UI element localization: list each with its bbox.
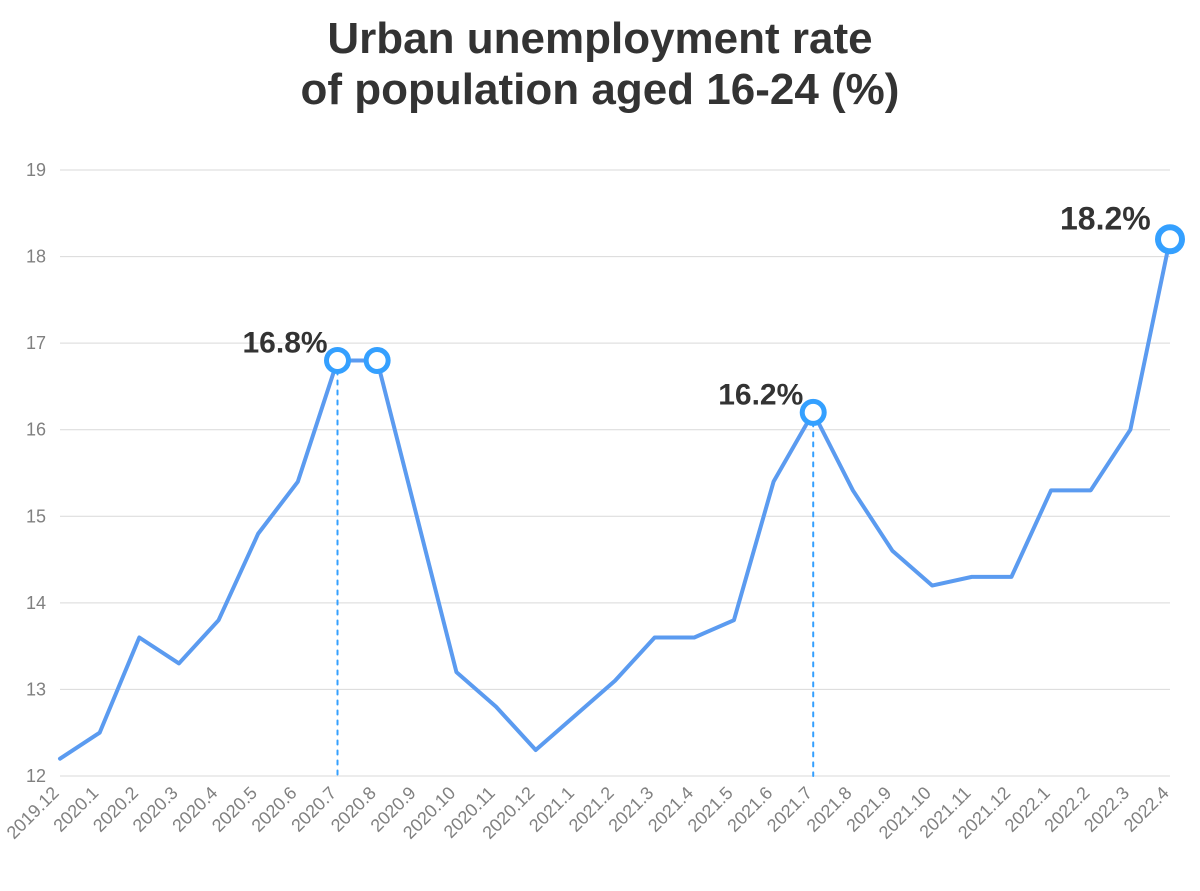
highlight-marker <box>366 349 388 371</box>
y-tick-label: 17 <box>26 333 46 353</box>
highlight-label: 18.2% <box>1060 200 1151 236</box>
x-tick-label: 2019.12 <box>3 783 63 843</box>
y-tick-label: 15 <box>26 506 46 526</box>
chart-container: Urban unemployment rate of population ag… <box>0 0 1200 891</box>
y-tick-label: 13 <box>26 679 46 699</box>
y-tick-label: 12 <box>26 766 46 786</box>
highlight-marker <box>1158 227 1182 251</box>
x-tick-label: 2022.4 <box>1120 783 1173 836</box>
highlight-label: 16.8% <box>243 326 328 359</box>
y-tick-label: 14 <box>26 593 46 613</box>
y-tick-label: 19 <box>26 160 46 180</box>
series-line <box>60 239 1170 758</box>
highlight-marker <box>802 401 824 423</box>
chart-title: Urban unemployment rate of population ag… <box>0 0 1200 115</box>
line-chart: 12131415161718192019.122020.12020.22020.… <box>0 0 1200 891</box>
highlight-label: 16.2% <box>718 378 803 411</box>
y-tick-label: 18 <box>26 247 46 267</box>
y-tick-label: 16 <box>26 420 46 440</box>
highlight-marker <box>327 349 349 371</box>
